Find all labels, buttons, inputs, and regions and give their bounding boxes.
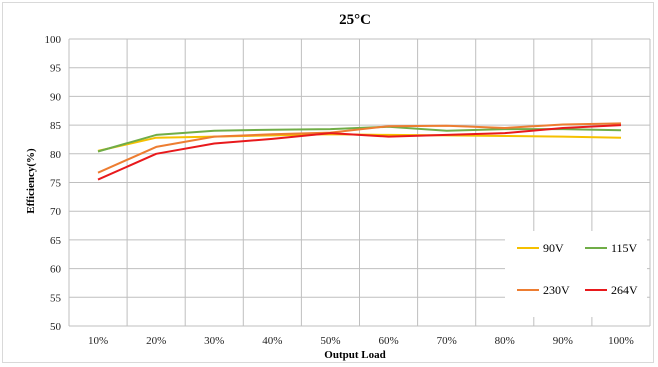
- legend: 90V 115V 230V 264V: [505, 231, 647, 317]
- y-tick-label: 95: [50, 63, 62, 75]
- x-tick-label: 50%: [320, 335, 340, 347]
- x-tick-label: 20%: [146, 335, 166, 347]
- x-tick-label: 80%: [495, 335, 515, 347]
- y-tick-label: 100: [45, 34, 62, 46]
- y-tick-label: 90: [50, 91, 62, 103]
- y-tick-label: 55: [50, 292, 62, 304]
- legend-label: 230V: [543, 283, 570, 297]
- x-tick-label: 60%: [378, 335, 398, 347]
- y-tick-label: 50: [50, 321, 62, 333]
- legend-box: [505, 231, 647, 317]
- x-axis-ticks: 10% 20% 30% 40% 50% 60% 70% 80% 90% 100%: [88, 335, 634, 347]
- y-axis-label: Efficiency(%): [25, 148, 37, 214]
- gridlines: [68, 38, 651, 327]
- x-tick-label: 40%: [262, 335, 282, 347]
- legend-label: 264V: [611, 283, 638, 297]
- y-tick-label: 65: [50, 235, 62, 247]
- x-tick-label: 100%: [608, 335, 634, 347]
- series-line-264v: [97, 124, 622, 181]
- x-tick-label: 10%: [88, 335, 108, 347]
- series-line-230v: [97, 122, 622, 174]
- x-tick-label: 30%: [204, 335, 224, 347]
- series-lines: [97, 122, 622, 181]
- y-tick-label: 75: [50, 178, 62, 190]
- y-axis-ticks: 50 55 60 65 70 75 80 85 90 95 100: [45, 34, 62, 333]
- x-tick-label: 90%: [553, 335, 573, 347]
- y-tick-label: 80: [50, 149, 62, 161]
- y-tick-label: 85: [50, 120, 62, 132]
- legend-label: 90V: [543, 241, 564, 255]
- chart-title: 25°C: [339, 12, 371, 28]
- x-tick-label: 70%: [437, 335, 457, 347]
- series-line-115v: [97, 125, 622, 153]
- y-tick-label: 60: [50, 264, 62, 276]
- x-axis-label: Output Load: [324, 349, 385, 361]
- y-tick-label: 70: [50, 206, 62, 218]
- legend-label: 115V: [611, 241, 638, 255]
